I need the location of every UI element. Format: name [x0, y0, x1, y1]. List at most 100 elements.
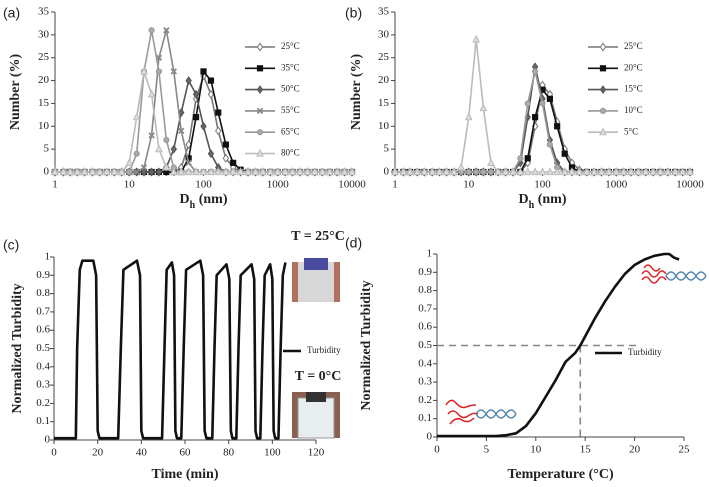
- marker: [207, 167, 215, 176]
- marker: [472, 34, 481, 43]
- legend-marker: [256, 42, 264, 52]
- marker: [391, 167, 399, 176]
- x-axis-label-part: h: [190, 200, 196, 211]
- marker: [88, 167, 97, 176]
- y-tick-label: 0.4: [418, 357, 432, 369]
- legend-label: 25°C: [624, 41, 643, 51]
- y-tick-label: 20: [38, 74, 50, 86]
- x-tick-label: 10: [463, 179, 475, 191]
- marker: [428, 167, 437, 176]
- marker: [288, 167, 297, 176]
- legend-label: 80°C: [281, 148, 300, 158]
- y-tick-label: 0: [427, 431, 433, 443]
- x-tick-label: 1: [392, 179, 398, 191]
- marker: [678, 167, 687, 176]
- marker: [663, 167, 672, 176]
- y-tick-label: 35: [378, 6, 390, 18]
- marker: [516, 167, 525, 176]
- marker: [524, 155, 531, 162]
- y-tick-label: 25: [378, 51, 390, 63]
- marker: [641, 167, 650, 176]
- marker: [619, 167, 628, 176]
- marker: [457, 162, 466, 171]
- marker: [494, 167, 503, 176]
- marker: [147, 89, 156, 98]
- legend-marker: [256, 107, 264, 115]
- marker: [125, 158, 134, 166]
- y-tick-label: 0.4: [36, 360, 50, 372]
- y-tick-label: 0.9: [418, 266, 432, 278]
- legend-marker: [256, 85, 264, 95]
- x-tick-label: 10000: [676, 179, 704, 191]
- y-axis-label: Number (%): [8, 53, 23, 130]
- y-tick-label: 15: [38, 97, 50, 109]
- y-tick-label: 0: [45, 434, 51, 446]
- y-axis-label: Normalized Turbidity: [10, 283, 25, 413]
- vial-photo-cold: [292, 392, 340, 439]
- x-axis-label: Time (min): [151, 467, 218, 482]
- x-tick-label: 80: [223, 447, 235, 459]
- y-tick-label: 10: [378, 120, 390, 132]
- marker: [318, 167, 327, 176]
- x-tick-label: 10: [124, 179, 136, 191]
- marker: [612, 167, 621, 176]
- marker: [170, 144, 178, 154]
- legend-label: Turbidity: [628, 347, 662, 357]
- marker: [523, 167, 532, 176]
- marker: [221, 167, 230, 176]
- y-tick-label: 0.8: [418, 284, 432, 296]
- legend-label: Turbidity: [307, 345, 341, 355]
- legend-marker: [599, 42, 607, 52]
- legend-marker: [256, 148, 264, 157]
- marker: [236, 167, 245, 176]
- marker: [163, 136, 170, 144]
- legend-marker: [256, 65, 264, 72]
- marker: [539, 100, 546, 107]
- marker: [110, 167, 119, 176]
- marker: [517, 155, 524, 162]
- legend-label: 35°C: [281, 62, 300, 72]
- marker: [561, 150, 568, 157]
- x-tick-label: 25: [679, 444, 691, 456]
- marker: [333, 167, 342, 176]
- x-axis-label-part: Temperature (°C): [507, 467, 614, 482]
- y-tick-label: 30: [378, 28, 390, 40]
- marker: [582, 167, 591, 176]
- y-tick-label: 0.5: [36, 342, 50, 354]
- marker: [553, 167, 562, 176]
- marker: [222, 153, 230, 163]
- legend-label: 55°C: [281, 105, 300, 115]
- marker: [102, 167, 111, 176]
- marker: [155, 144, 163, 153]
- marker: [575, 167, 584, 176]
- marker: [473, 168, 480, 176]
- x-axis-label: Dh (nm): [180, 192, 228, 211]
- marker: [325, 167, 334, 176]
- x-axis-label-part: Time (min): [151, 467, 218, 482]
- series-line: [55, 29, 352, 173]
- marker: [207, 149, 215, 159]
- y-tick-label: 20: [378, 74, 390, 86]
- marker: [560, 167, 569, 176]
- marker: [420, 167, 429, 176]
- y-tick-label: 0.3: [418, 376, 432, 388]
- marker: [200, 121, 207, 131]
- x-tick-label: 15: [580, 444, 592, 456]
- marker: [80, 167, 89, 176]
- panel-label: (d): [345, 235, 362, 251]
- y-tick-label: 15: [378, 97, 390, 109]
- marker: [59, 167, 68, 176]
- y-tick-label: 0.3: [36, 379, 50, 391]
- marker: [184, 167, 193, 176]
- marker: [532, 68, 539, 75]
- legend-label: 20°C: [624, 62, 643, 72]
- marker: [487, 158, 495, 166]
- marker: [140, 164, 148, 171]
- y-tick-label: 0.9: [36, 269, 50, 281]
- panel-label: (b): [345, 5, 362, 21]
- legend-label: 5°C: [624, 126, 638, 136]
- marker: [442, 167, 451, 176]
- marker: [192, 94, 200, 104]
- y-tick-label: 0.5: [418, 339, 432, 351]
